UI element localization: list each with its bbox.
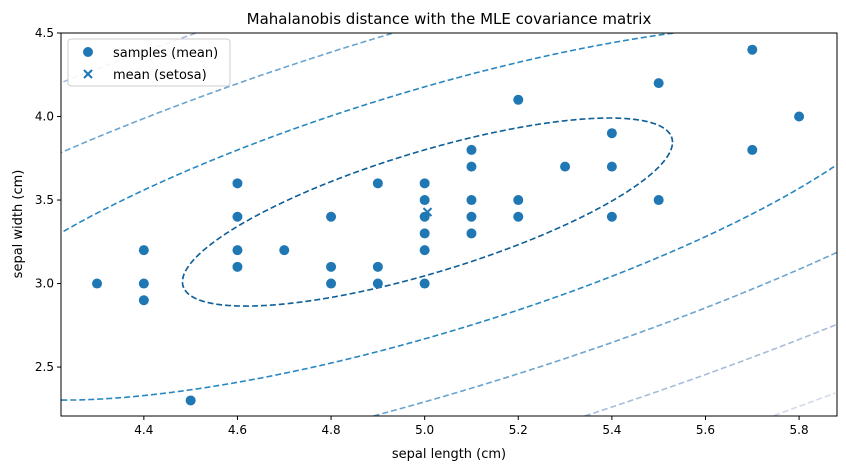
sample-point [326, 261, 337, 272]
sample-point [138, 245, 149, 256]
legend: samples (mean) mean (setosa) [67, 38, 231, 87]
x-tick-label: 5.8 [790, 423, 809, 437]
sample-point [419, 245, 430, 256]
sample-point [326, 211, 337, 222]
x-tick-label: 5.6 [696, 423, 715, 437]
y-tick-label: 2.5 [35, 360, 54, 374]
chart-title: Mahalanobis distance with the MLE covari… [247, 10, 652, 28]
legend-marker-samples [83, 47, 93, 57]
sample-point [513, 195, 524, 206]
sample-point [372, 261, 383, 272]
sample-point [419, 195, 430, 206]
sample-point [747, 144, 758, 155]
plot-frame [60, 32, 838, 417]
contour-level-1 [61, 33, 837, 401]
contour-lines [61, 33, 837, 416]
x-axis: 4.4 4.6 4.8 5.0 5.2 5.4 5.6 5.8 [134, 416, 809, 437]
mean-marker [422, 207, 433, 217]
sample-point [138, 278, 149, 289]
sample-point [747, 44, 758, 55]
sample-point [606, 211, 617, 222]
sample-point [513, 94, 524, 105]
y-tick-label: 3.0 [35, 277, 54, 291]
sample-point [466, 144, 477, 155]
sample-point [653, 78, 664, 89]
sample-point [560, 161, 571, 172]
sample-point [606, 128, 617, 139]
sample-point [185, 395, 196, 406]
sample-point [232, 245, 243, 256]
legend-box [67, 38, 231, 87]
sample-point [232, 211, 243, 222]
sample-point [232, 261, 243, 272]
y-axis: 2.5 3.0 3.5 4.0 4.5 [35, 26, 61, 374]
contour-level-2 [61, 33, 837, 416]
sample-point [372, 278, 383, 289]
scatter-points [92, 44, 805, 406]
sample-point [92, 278, 103, 289]
legend-label-mean: mean (setosa) [113, 68, 207, 83]
sample-point [138, 295, 149, 306]
contour-level-3 [62, 33, 836, 416]
legend-label-samples: samples (mean) [113, 46, 218, 61]
sample-point [326, 278, 337, 289]
sample-point [419, 211, 430, 222]
sample-point [653, 195, 664, 206]
sample-point [466, 161, 477, 172]
x-tick-label: 4.8 [322, 423, 341, 437]
sample-point [419, 278, 430, 289]
sample-point [232, 178, 243, 189]
sample-point [279, 245, 290, 256]
sample-point [419, 178, 430, 189]
contour-level-0 [181, 117, 674, 307]
y-tick-label: 4.0 [35, 110, 54, 124]
x-tick-label: 5.4 [602, 423, 621, 437]
sample-point [372, 178, 383, 189]
x-tick-label: 5.0 [415, 423, 434, 437]
y-tick-label: 4.5 [35, 26, 54, 40]
sample-point [466, 211, 477, 222]
legend-marker-mean [83, 69, 93, 79]
contour-level-4 [773, 392, 836, 416]
x-tick-label: 4.6 [228, 423, 247, 437]
sample-point [466, 195, 477, 206]
sample-point [513, 211, 524, 222]
sample-point [466, 228, 477, 239]
x-tick-label: 5.2 [509, 423, 528, 437]
y-axis-label: sepal width (cm) [11, 170, 26, 279]
sample-point [606, 161, 617, 172]
x-axis-label: sepal length (cm) [392, 447, 506, 462]
sample-point [419, 228, 430, 239]
sample-point [794, 111, 805, 122]
x-tick-label: 4.4 [134, 423, 153, 437]
y-tick-label: 3.5 [35, 193, 54, 207]
